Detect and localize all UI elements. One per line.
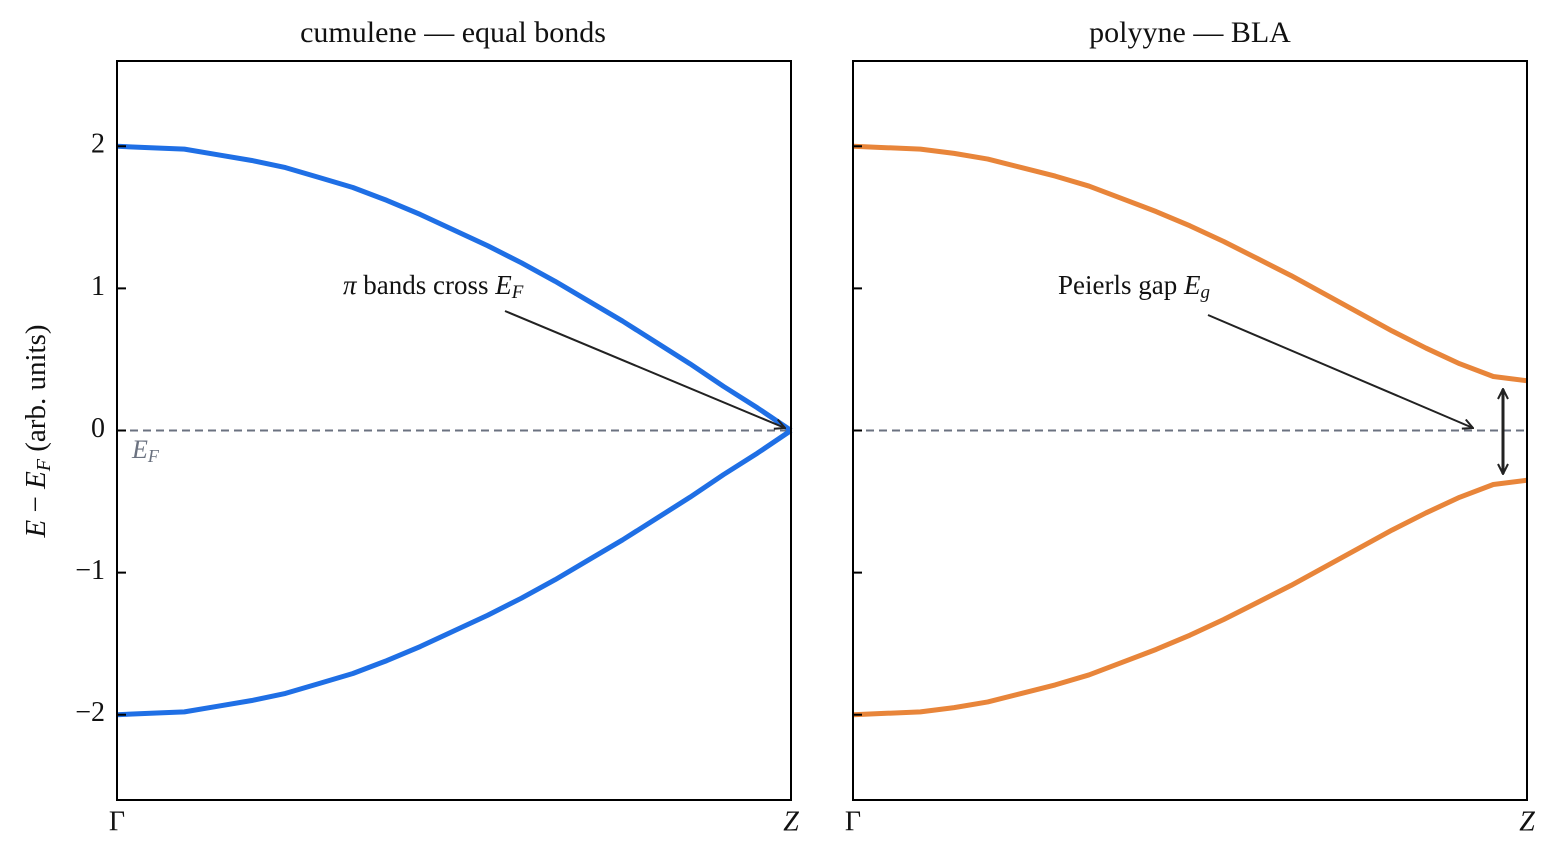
ef-label: EF xyxy=(131,435,160,466)
y-tick-label: −1 xyxy=(75,555,105,586)
band-line xyxy=(116,143,793,433)
annotation-arrow xyxy=(504,310,785,428)
annotation: Peierls gap Eg xyxy=(1058,270,1210,303)
x-tick-label: Z xyxy=(783,806,799,837)
y-tick-label: 2 xyxy=(91,129,105,160)
band-line xyxy=(116,428,793,718)
chart-title: polyyne — BLA xyxy=(1089,16,1291,49)
annotation: π bands cross EF xyxy=(343,270,524,303)
band-line xyxy=(852,143,1528,384)
y-tick-label: 0 xyxy=(91,413,105,444)
x-tick-label: Γ xyxy=(845,806,861,837)
x-tick-label: Γ xyxy=(109,806,125,837)
y-axis-label: E − EF (arb. units) xyxy=(20,324,55,538)
chart-title: cumulene — equal bonds xyxy=(300,16,606,49)
y-tick-label: −2 xyxy=(75,697,105,728)
band-line xyxy=(852,477,1528,718)
x-tick-label: Z xyxy=(1519,806,1535,837)
annotation-arrow xyxy=(1207,314,1473,428)
y-tick-label: 1 xyxy=(91,271,105,302)
